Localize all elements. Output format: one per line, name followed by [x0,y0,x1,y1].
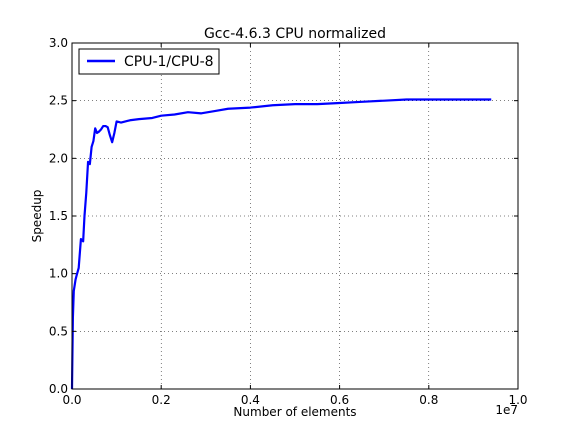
grid [71,42,519,390]
y-tick-label: 2.0 [49,151,68,165]
x-offset-label: 1e7 [495,403,518,417]
y-tick-label: 0.0 [49,382,68,396]
x-tick-label: 0.2 [152,393,171,407]
legend-label: CPU-1/CPU-8 [124,54,214,70]
x-tick-label: 0.6 [330,393,349,407]
x-tick-label: 0.0 [62,393,81,407]
y-tick-label: 1.5 [49,209,68,223]
y-tick-label: 1.0 [49,267,68,281]
series-line [70,98,492,390]
x-tick-label: 0.8 [419,393,438,407]
y-axis-label: Speedup [30,190,44,243]
x-axis-label: Number of elements [233,405,356,419]
x-tick-label: 1.0 [508,393,527,407]
x-tick-label: 0.4 [241,393,260,407]
plot-frame [71,42,519,390]
ticks: 0.0 0.2 0.4 0.6 0.8 1.0 0.0 0.5 1.0 1.5 2.0 2.5 3.0 [49,36,528,407]
chart-title: Gcc-4.6.3 CPU normalized [204,26,386,42]
y-tick-label: 3.0 [49,36,68,50]
series-layer [70,98,492,390]
y-tick-label: 2.5 [49,94,68,108]
legend: CPU-1/CPU-8 [78,48,220,75]
y-tick-label: 0.5 [49,324,68,338]
